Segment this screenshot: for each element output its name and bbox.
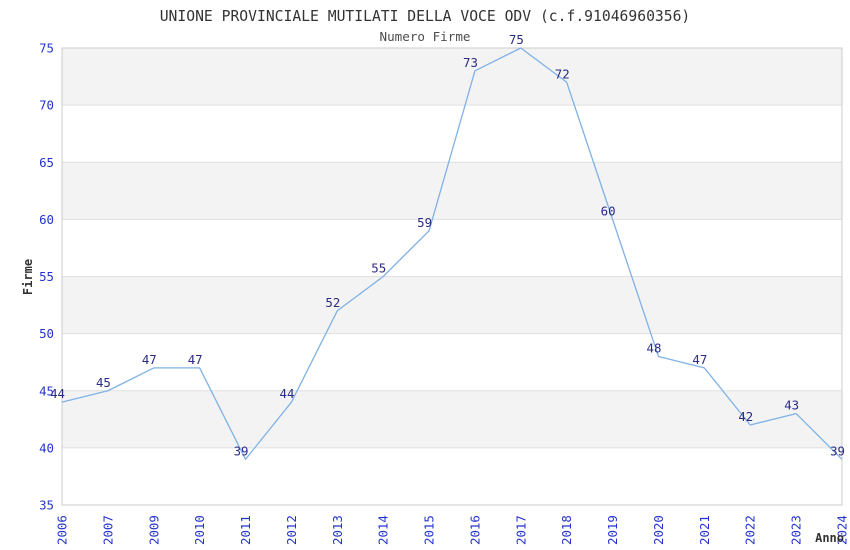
x-tick-label: 2019: [605, 515, 620, 545]
data-point-label: 73: [463, 55, 478, 70]
data-labels: 44 45 47 47 39 44 52 55 59 73 75 72 60 48 47 42 43 39: [50, 32, 845, 458]
y-tick-label: 45: [39, 383, 54, 398]
data-point-label: 59: [417, 215, 432, 230]
data-line: [61, 47, 843, 460]
x-tick-label: 2021: [697, 515, 712, 545]
y-axis-title: Firme: [21, 259, 35, 295]
x-tick-label: 2020: [651, 515, 666, 545]
plot-band: [62, 276, 842, 334]
x-tick-label: 2015: [422, 515, 437, 545]
data-point-label: 72: [555, 66, 570, 81]
plot-border: [61, 47, 843, 506]
data-point-label: 60: [601, 203, 616, 218]
data-point-label: 39: [830, 443, 845, 458]
plot-band: [62, 162, 842, 220]
data-point-label: 75: [509, 32, 524, 47]
data-point-label: 45: [96, 375, 111, 390]
data-point-label: 47: [692, 352, 707, 367]
y-tick-label: 40: [39, 440, 54, 455]
data-point-label: 44: [279, 386, 294, 401]
data-point-label: 47: [142, 352, 157, 367]
x-tick-label: 2010: [192, 515, 207, 545]
x-tick-label: 2023: [789, 515, 804, 545]
y-tick-label: 75: [39, 41, 54, 56]
plot-band: [62, 390, 842, 448]
y-tick-label: 65: [39, 155, 54, 170]
data-point-label: 39: [234, 443, 249, 458]
y-axis-tick-labels: 35 40 45 50 55 60 65 70 75: [39, 41, 54, 513]
x-tick-label: 2014: [376, 515, 391, 545]
data-point-label: 43: [784, 398, 799, 413]
plot-bands: [62, 48, 842, 448]
data-point-label: 42: [738, 409, 753, 424]
y-tick-label: 35: [39, 498, 54, 513]
data-point-label: 47: [188, 352, 203, 367]
x-tick-label: 2007: [100, 515, 115, 545]
chart-subtitle: Numero Firme: [380, 29, 471, 44]
y-tick-label: 60: [39, 212, 54, 227]
x-axis-title: Anno: [815, 531, 844, 545]
y-tick-label: 70: [39, 98, 54, 113]
x-tick-label: 2013: [330, 515, 345, 545]
data-point-label: 55: [371, 261, 386, 276]
x-tick-label: 2009: [146, 515, 161, 545]
gridlines: [62, 104, 842, 449]
x-tick-label: 2024: [835, 515, 850, 545]
x-axis-tick-labels: 2006 2007 2009 2010 2011 2012 2013 2014 2015 2016…: [55, 515, 850, 545]
data-point-label: 52: [325, 295, 340, 310]
x-tick-label: 2012: [284, 515, 299, 545]
x-tick-label: 2006: [55, 515, 70, 545]
x-tick-label: 2018: [559, 515, 574, 545]
y-tick-label: 55: [39, 269, 54, 284]
x-tick-label: 2011: [238, 515, 253, 545]
plot-band: [62, 48, 842, 106]
chart-title: UNIONE PROVINCIALE MUTILATI DELLA VOCE O…: [160, 8, 691, 25]
data-point-label: 48: [647, 340, 662, 355]
x-tick-label: 2016: [467, 515, 482, 545]
y-tick-label: 50: [39, 326, 54, 341]
data-point-label: 44: [50, 386, 65, 401]
x-tick-label: 2017: [513, 515, 528, 545]
x-tick-label: 2022: [743, 515, 758, 545]
